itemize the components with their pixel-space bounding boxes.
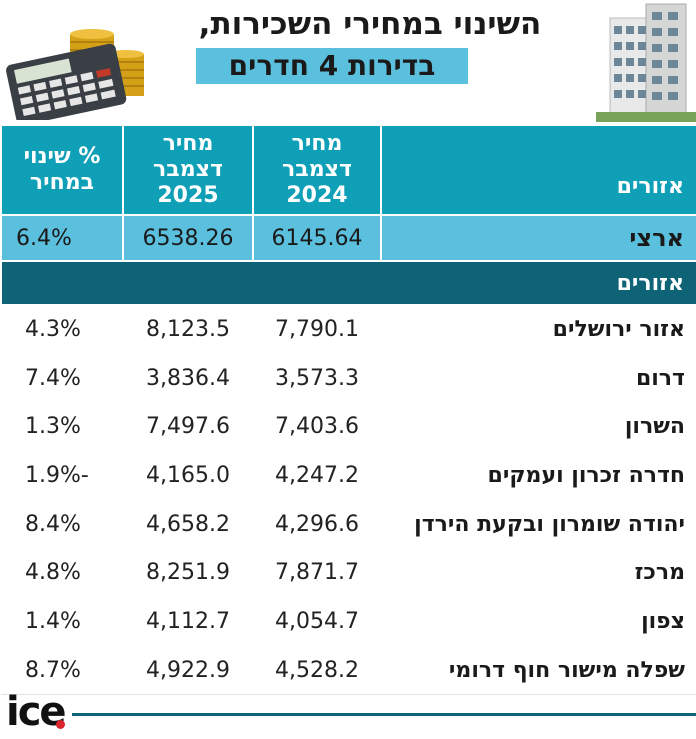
value-pct: 8.4% [1,498,123,549]
national-pct: 6.4% [0,214,124,262]
region-name: אזור ירושלים [381,304,696,355]
value-2025: 4,658.2 [123,498,253,549]
column-header-pct: % שינוי במחיר [0,124,124,216]
calculator-coins-icon [6,29,144,120]
region-name: חדרה זכרון ועמקים [381,450,696,501]
value-pct: 8.7% [1,644,123,695]
value-2024: 7,790.1 [253,304,381,355]
value-2025: 4,165.0 [123,450,253,501]
value-pct: 7.4% [1,352,123,403]
national-2025: 6538.26 [122,214,254,262]
title-line-1: השינוי במחירי השכירות, [198,6,542,42]
table-row: יהודה שומרון ובקעת הירדן 4,296.6 4,658.2 8.… [1,498,696,549]
value-2025: 8,123.5 [123,304,253,355]
value-2024: 4,247.2 [253,450,381,501]
logo-dot [56,720,65,729]
value-pct: 4.3% [1,304,123,355]
table-row: השרון 7,403.6 7,497.6 1.3% [1,401,696,452]
table-row: צפון 4,054.7 4,112.7 1.4% [1,596,696,647]
column-header-region: אזורים [380,124,696,216]
section-row: אזורים [0,260,696,306]
value-2024: 3,573.3 [253,352,381,403]
region-name: יהודה שומרון ובקעת הירדן [381,498,696,549]
footer-line [72,713,696,716]
value-pct: 4.8% [1,547,123,598]
building-icon [596,0,696,122]
table-header-row: אזורים מחיר דצמבר 2024 מחיר דצמבר 2025 %… [0,124,696,216]
title-line-2: בדירות 4 חדרים [196,48,468,84]
region-name: דרום [381,352,696,403]
header: השינוי במחירי השכירות, בדירות 4 חדרים [0,0,696,122]
value-2024: 7,403.6 [253,401,381,452]
value-2025: 4,112.7 [123,596,253,647]
rent-table: אזורים מחיר דצמבר 2024 מחיר דצמבר 2025 %… [0,124,696,695]
region-name: מרכז [381,547,696,598]
value-2025: 8,251.9 [123,547,253,598]
national-2024: 6145.64 [252,214,382,262]
value-pct: -1.9% [1,450,123,501]
value-2024: 7,871.7 [253,547,381,598]
national-name: ארצי [380,214,696,262]
value-2024: 4,528.2 [253,644,381,695]
value-2025: 4,922.9 [123,644,253,695]
section-label: אזורים [0,260,696,306]
region-name: צפון [381,596,696,647]
region-name: השרון [381,401,696,452]
value-2024: 4,054.7 [253,596,381,647]
value-pct: 1.3% [1,401,123,452]
table-row: חדרה זכרון ועמקים 4,247.2 4,165.0 -1.9% [1,450,696,501]
ice-logo: ice [6,689,67,735]
value-2024: 4,296.6 [253,498,381,549]
column-header-2025: מחיר דצמבר 2025 [122,124,254,216]
table-row: דרום 3,573.3 3,836.4 7.4% [1,352,696,403]
national-row: ארצי 6145.64 6538.26 6.4% [0,214,696,262]
table-row: אזור ירושלים 7,790.1 8,123.5 4.3% [1,304,696,355]
table-row: שפלה מישור חוף דרומי 4,528.2 4,922.9 8.7% [1,644,696,695]
value-pct: 1.4% [1,596,123,647]
column-header-2024: מחיר דצמבר 2024 [252,124,382,216]
value-2025: 3,836.4 [123,352,253,403]
value-2025: 7,497.6 [123,401,253,452]
table-row: מרכז 7,871.7 8,251.9 4.8% [1,547,696,598]
region-name: שפלה מישור חוף דרומי [381,644,696,695]
